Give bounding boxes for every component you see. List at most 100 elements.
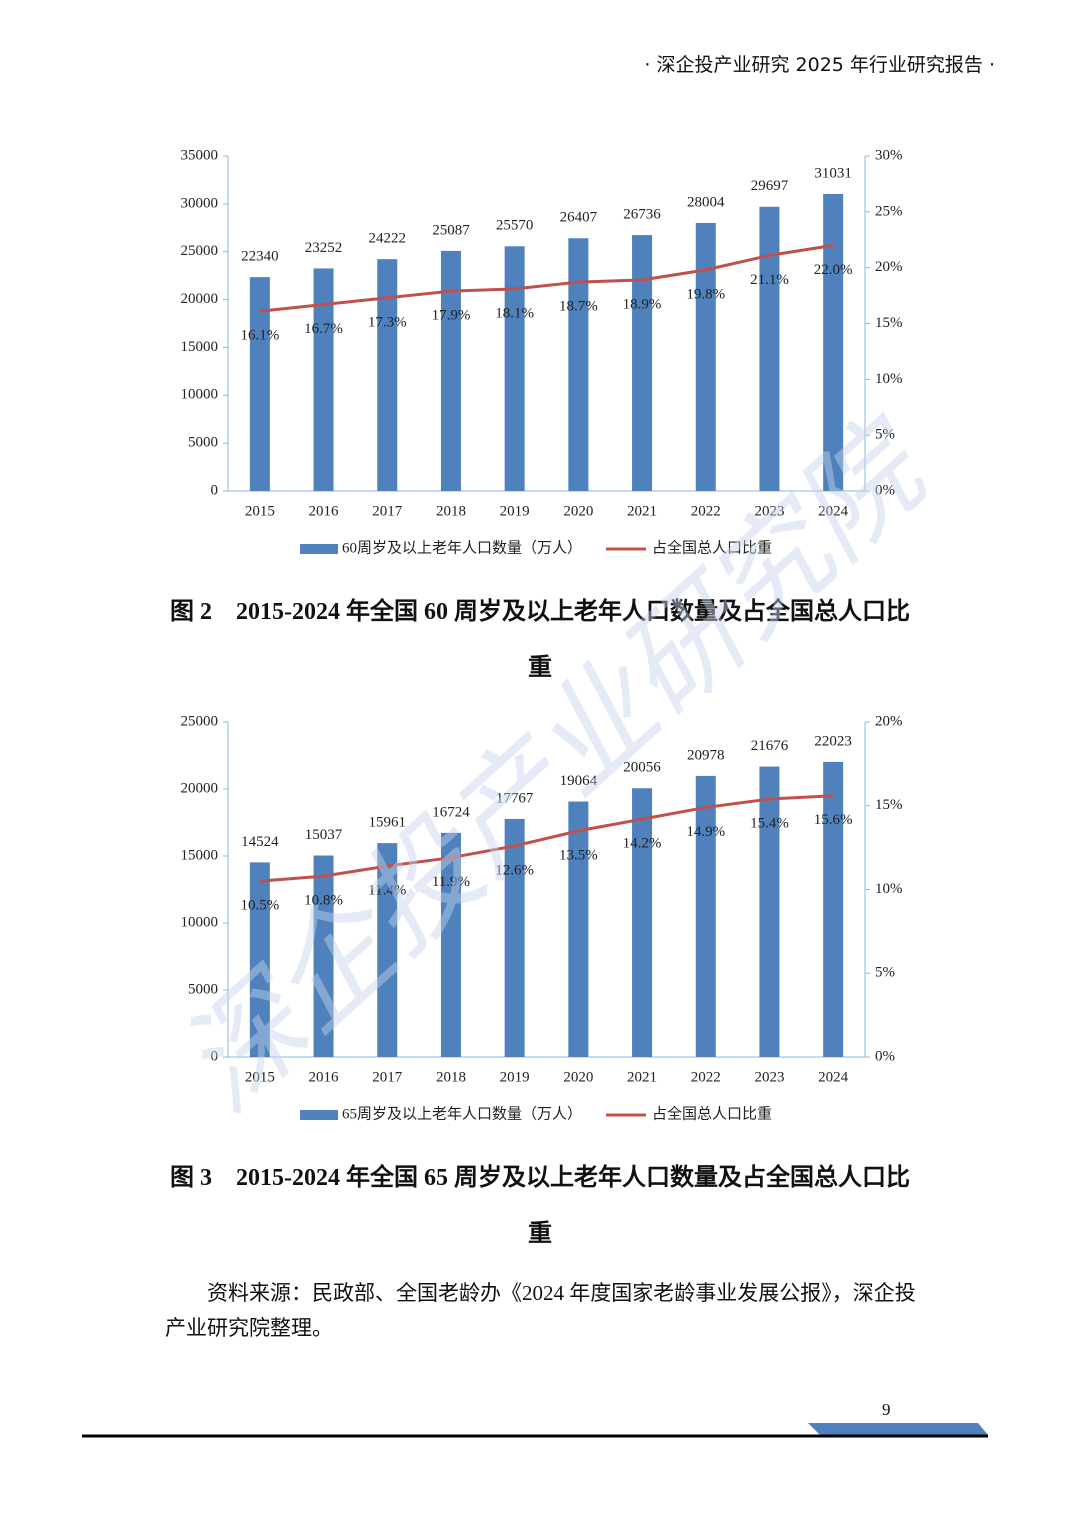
x-tick-label: 2017 bbox=[372, 1069, 403, 1085]
line bbox=[259, 243, 834, 313]
bar bbox=[440, 250, 461, 491]
x-tick-label: 2018 bbox=[436, 1069, 466, 1085]
line-value-label: 19.8% bbox=[686, 286, 725, 302]
footer-band bbox=[808, 1423, 988, 1435]
line-value-label: 18.7% bbox=[559, 299, 598, 315]
x-tick-label: 2017 bbox=[372, 503, 403, 519]
x-tick-label: 2019 bbox=[500, 1069, 530, 1085]
line-value-label: 18.1% bbox=[495, 305, 534, 321]
line-value-label: 16.7% bbox=[304, 321, 343, 337]
line-value-label: 13.5% bbox=[559, 847, 598, 863]
bar bbox=[377, 259, 398, 491]
bar-value-label: 17767 bbox=[496, 790, 534, 806]
x-tick-label: 2015 bbox=[245, 503, 275, 519]
source-note: 资料来源：民政部、全国老龄办《2024 年度国家老龄事业发展公报》，深企投产业研… bbox=[165, 1281, 916, 1340]
legend-swatch bbox=[300, 1110, 338, 1120]
x-tick-label: 2024 bbox=[818, 1069, 849, 1085]
line-value-label: 16.1% bbox=[240, 328, 279, 344]
bar bbox=[249, 862, 270, 1057]
x-tick-label: 2016 bbox=[309, 503, 340, 519]
bar-value-label: 15037 bbox=[305, 827, 343, 843]
y-tick-label: 15000 bbox=[181, 847, 219, 863]
y-tick-label: 0 bbox=[211, 482, 219, 498]
bar-value-label: 14524 bbox=[241, 834, 279, 850]
y-tick-label: 20000 bbox=[181, 780, 219, 796]
chart: 0 5000 10000 15000 20000 25000 30000 35000 0% 5% 1… bbox=[181, 147, 903, 556]
chart: 0 5000 10000 15000 20000 25000 0% 5% 10% 15% 20% 20… bbox=[181, 713, 903, 1122]
y-tick-label: 10000 bbox=[181, 914, 219, 930]
y2-tick-label: 15% bbox=[875, 797, 903, 813]
line-value-label: 15.6% bbox=[814, 812, 853, 828]
bar bbox=[823, 193, 844, 491]
y2-tick-label: 25% bbox=[875, 203, 903, 219]
bar bbox=[632, 788, 653, 1057]
bar bbox=[377, 843, 398, 1057]
bar bbox=[695, 775, 716, 1057]
x-tick-label: 2022 bbox=[691, 1069, 721, 1085]
line-value-label: 12.6% bbox=[495, 862, 534, 878]
bar bbox=[313, 855, 334, 1057]
bar-value-label: 26407 bbox=[560, 210, 598, 226]
figure-caption: 图 3 2015-2024 年全国 65 周岁及以上老年人口数量及占全国总人口比… bbox=[170, 1165, 910, 1247]
bar-value-label: 19064 bbox=[560, 773, 598, 789]
line-value-label: 17.3% bbox=[368, 314, 407, 330]
y-tick-label: 5000 bbox=[188, 435, 218, 451]
bar-value-label: 22340 bbox=[241, 249, 279, 265]
bar-value-label: 15961 bbox=[369, 815, 407, 831]
y2-tick-label: 10% bbox=[875, 371, 903, 387]
bar bbox=[249, 277, 270, 491]
line-value-label: 18.9% bbox=[623, 296, 662, 312]
y-tick-label: 25000 bbox=[181, 713, 219, 729]
bar-value-label: 31031 bbox=[814, 165, 852, 181]
legend-label: 占全国总人口比重 bbox=[652, 1104, 772, 1122]
y-tick-label: 35000 bbox=[181, 147, 219, 163]
figure-caption: 图 2 2015-2024 年全国 60 周岁及以上老年人口数量及占全国总人口比… bbox=[170, 599, 910, 681]
y-tick-label: 0 bbox=[211, 1048, 219, 1064]
bar bbox=[504, 246, 525, 491]
y-tick-label: 15000 bbox=[181, 339, 219, 355]
y-tick-label: 20000 bbox=[181, 291, 219, 307]
legend-swatch bbox=[300, 544, 338, 554]
bar-value-label: 25087 bbox=[432, 222, 470, 238]
y2-tick-label: 20% bbox=[875, 259, 903, 275]
y-tick-label: 10000 bbox=[181, 387, 219, 403]
y2-tick-label: 0% bbox=[875, 482, 895, 498]
bar bbox=[504, 818, 525, 1057]
line-value-label: 22.0% bbox=[814, 262, 853, 278]
x-tick-label: 2021 bbox=[627, 1069, 657, 1085]
bar bbox=[823, 761, 844, 1057]
bar-value-label: 23252 bbox=[305, 240, 343, 256]
y-tick-label: 25000 bbox=[181, 243, 219, 259]
bar-value-label: 21676 bbox=[751, 738, 789, 754]
line-value-label: 15.4% bbox=[750, 815, 789, 831]
bar bbox=[313, 268, 334, 491]
y2-tick-label: 20% bbox=[875, 713, 903, 729]
bar bbox=[759, 766, 780, 1057]
y2-tick-label: 30% bbox=[875, 147, 903, 163]
legend-label: 65周岁及以上老年人口数量（万人） bbox=[342, 1105, 582, 1122]
y2-tick-label: 10% bbox=[875, 881, 903, 897]
bar-value-label: 20978 bbox=[687, 747, 725, 763]
y2-tick-label: 0% bbox=[875, 1048, 895, 1064]
bar-value-label: 22023 bbox=[814, 733, 852, 749]
bar bbox=[632, 235, 653, 491]
bar bbox=[568, 801, 589, 1057]
x-tick-label: 2024 bbox=[818, 503, 849, 519]
line-value-label: 11.4% bbox=[368, 882, 406, 898]
line-value-label: 10.8% bbox=[304, 893, 343, 909]
y2-tick-label: 5% bbox=[875, 427, 895, 443]
page-number: 9 bbox=[882, 1400, 891, 1419]
bar-value-label: 20056 bbox=[623, 760, 661, 776]
line-value-label: 14.9% bbox=[686, 824, 725, 840]
x-tick-label: 2015 bbox=[245, 1069, 275, 1085]
line-value-label: 17.9% bbox=[432, 308, 471, 324]
x-tick-label: 2018 bbox=[436, 503, 466, 519]
line-value-label: 11.9% bbox=[432, 874, 470, 890]
y2-tick-label: 15% bbox=[875, 315, 903, 331]
x-tick-label: 2020 bbox=[563, 503, 593, 519]
x-tick-label: 2020 bbox=[563, 1069, 593, 1085]
x-tick-label: 2016 bbox=[309, 1069, 340, 1085]
line-value-label: 10.5% bbox=[240, 898, 279, 914]
